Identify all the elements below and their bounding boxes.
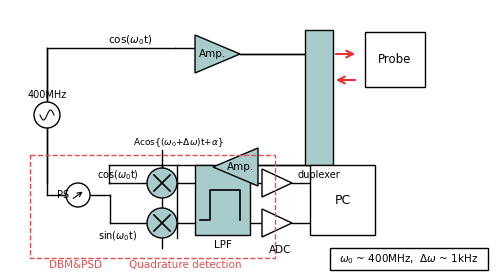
Text: DBM&PSD: DBM&PSD [48,260,102,270]
Bar [30,155,275,258]
Text: $\omega_0$ ~ 400MHz,  $\Delta\omega$ ~ 1kHz: $\omega_0$ ~ 400MHz, $\Delta\omega$ ~ 1k… [340,252,478,266]
Text: duplexer: duplexer [298,170,341,180]
Circle shape [34,102,60,128]
FancyBboxPatch shape [330,248,488,270]
Text: Quadrature detection: Quadrature detection [129,260,241,270]
FancyBboxPatch shape [195,165,250,235]
Text: ADC: ADC [269,245,291,255]
Polygon shape [262,209,292,237]
Text: Acos{($\omega_0$+$\Delta\omega$)t+$\alpha$}: Acos{($\omega_0$+$\Delta\omega$)t+$\alph… [132,136,224,149]
Circle shape [147,168,177,198]
Text: Probe: Probe [378,53,412,66]
FancyBboxPatch shape [305,30,333,165]
Text: cos($\omega_0$t): cos($\omega_0$t) [97,168,139,182]
Text: sin($\omega_0$t): sin($\omega_0$t) [98,229,138,243]
Polygon shape [195,35,240,73]
FancyBboxPatch shape [365,32,425,87]
Polygon shape [262,169,292,197]
Circle shape [147,208,177,238]
Text: Amp.: Amp. [200,49,226,59]
Text: Amp.: Amp. [228,162,254,172]
Text: cos($\omega_0$t): cos($\omega_0$t) [108,33,152,47]
Text: 400MHz: 400MHz [28,90,66,100]
Polygon shape [213,148,258,186]
Text: LPF: LPF [214,240,232,250]
Text: PS: PS [57,190,69,200]
Circle shape [66,183,90,207]
Text: PC: PC [334,193,350,207]
FancyBboxPatch shape [310,165,375,235]
